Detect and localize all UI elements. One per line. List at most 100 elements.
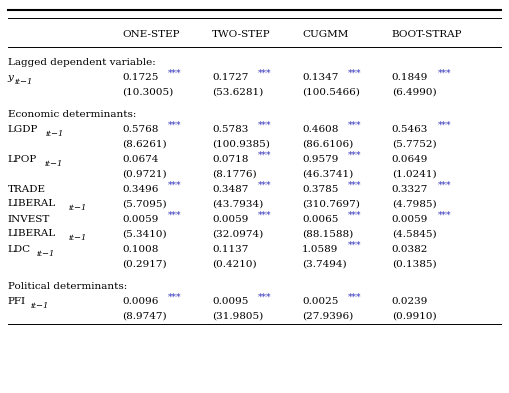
Text: it−1: it−1 bbox=[69, 235, 87, 242]
Text: y: y bbox=[8, 73, 13, 82]
Text: Lagged dependent variable:: Lagged dependent variable: bbox=[8, 58, 155, 67]
Text: 0.3785: 0.3785 bbox=[302, 185, 338, 194]
Text: ONE-STEP: ONE-STEP bbox=[122, 30, 180, 39]
Text: INVEST: INVEST bbox=[8, 215, 50, 224]
Text: (43.7934): (43.7934) bbox=[212, 199, 263, 208]
Text: 0.1008: 0.1008 bbox=[122, 245, 159, 254]
Text: 1.0589: 1.0589 bbox=[302, 245, 338, 254]
Text: ***: *** bbox=[348, 292, 361, 301]
Text: LIBERAL: LIBERAL bbox=[8, 230, 56, 239]
Text: (31.9805): (31.9805) bbox=[212, 311, 263, 320]
Text: ***: *** bbox=[438, 211, 451, 219]
Text: (3.7494): (3.7494) bbox=[302, 259, 347, 268]
Text: 0.0059: 0.0059 bbox=[122, 215, 159, 224]
Text: (100.5466): (100.5466) bbox=[302, 87, 360, 96]
Text: it−1: it−1 bbox=[31, 302, 49, 310]
Text: it−1: it−1 bbox=[69, 204, 87, 213]
Text: 0.3496: 0.3496 bbox=[122, 185, 159, 194]
Text: (100.9385): (100.9385) bbox=[212, 139, 270, 148]
Text: Economic determinants:: Economic determinants: bbox=[8, 110, 136, 119]
Text: (5.7752): (5.7752) bbox=[392, 139, 436, 148]
Text: 0.0382: 0.0382 bbox=[392, 245, 428, 254]
Text: LPOP: LPOP bbox=[8, 154, 37, 163]
Text: (4.7985): (4.7985) bbox=[392, 199, 436, 208]
Text: ***: *** bbox=[258, 68, 272, 77]
Text: ***: *** bbox=[348, 241, 361, 250]
Text: 0.1727: 0.1727 bbox=[212, 73, 248, 82]
Text: ***: *** bbox=[168, 68, 182, 77]
Text: (310.7697): (310.7697) bbox=[302, 199, 360, 208]
Text: (53.6281): (53.6281) bbox=[212, 87, 263, 96]
Text: ***: *** bbox=[168, 211, 182, 219]
Text: (8.9747): (8.9747) bbox=[122, 311, 167, 320]
Text: LDC: LDC bbox=[8, 245, 31, 254]
Text: 0.0065: 0.0065 bbox=[302, 215, 338, 224]
Text: ***: *** bbox=[348, 151, 361, 160]
Text: TWO-STEP: TWO-STEP bbox=[212, 30, 271, 39]
Text: 0.5463: 0.5463 bbox=[392, 125, 428, 134]
Text: CUGMM: CUGMM bbox=[302, 30, 348, 39]
Text: (46.3741): (46.3741) bbox=[302, 169, 353, 178]
Text: ***: *** bbox=[348, 120, 361, 129]
Text: 0.0674: 0.0674 bbox=[122, 154, 159, 163]
Text: it−1: it−1 bbox=[15, 78, 34, 86]
Text: 0.5768: 0.5768 bbox=[122, 125, 159, 134]
Text: 0.1725: 0.1725 bbox=[122, 73, 159, 82]
Text: LGDP: LGDP bbox=[8, 125, 38, 134]
Text: ***: *** bbox=[168, 180, 182, 189]
Text: (6.4990): (6.4990) bbox=[392, 87, 436, 96]
Text: (0.1385): (0.1385) bbox=[392, 259, 436, 268]
Text: 0.1347: 0.1347 bbox=[302, 73, 338, 82]
Text: ***: *** bbox=[168, 292, 182, 301]
Text: BOOT-STRAP: BOOT-STRAP bbox=[392, 30, 462, 39]
Text: ***: *** bbox=[438, 180, 451, 189]
Text: (0.2917): (0.2917) bbox=[122, 259, 167, 268]
Text: 0.0059: 0.0059 bbox=[212, 215, 248, 224]
Text: Political determinants:: Political determinants: bbox=[8, 282, 127, 291]
Text: (32.0974): (32.0974) bbox=[212, 230, 263, 239]
Text: 0.1137: 0.1137 bbox=[212, 245, 248, 254]
Text: 0.0025: 0.0025 bbox=[302, 297, 338, 306]
Text: 0.0718: 0.0718 bbox=[212, 154, 248, 163]
Text: (10.3005): (10.3005) bbox=[122, 87, 174, 96]
Text: (4.5845): (4.5845) bbox=[392, 230, 436, 239]
Text: (86.6106): (86.6106) bbox=[302, 139, 353, 148]
Text: ***: *** bbox=[438, 68, 451, 77]
Text: 0.0059: 0.0059 bbox=[392, 215, 428, 224]
Text: 0.0239: 0.0239 bbox=[392, 297, 428, 306]
Text: TRADE: TRADE bbox=[8, 185, 46, 194]
Text: LIBERAL: LIBERAL bbox=[8, 199, 56, 208]
Text: 0.3487: 0.3487 bbox=[212, 185, 248, 194]
Text: 0.0095: 0.0095 bbox=[212, 297, 248, 306]
Text: ***: *** bbox=[168, 120, 182, 129]
Text: (8.1776): (8.1776) bbox=[212, 169, 257, 178]
Text: 0.1849: 0.1849 bbox=[392, 73, 428, 82]
Text: ***: *** bbox=[258, 180, 272, 189]
Text: ***: *** bbox=[438, 120, 451, 129]
Text: (0.4210): (0.4210) bbox=[212, 259, 257, 268]
Text: 0.3327: 0.3327 bbox=[392, 185, 428, 194]
Text: ***: *** bbox=[258, 292, 272, 301]
Text: 0.5783: 0.5783 bbox=[212, 125, 248, 134]
Text: ***: *** bbox=[258, 120, 272, 129]
Text: 0.9579: 0.9579 bbox=[302, 154, 338, 163]
Text: ***: *** bbox=[348, 180, 361, 189]
Text: PFI: PFI bbox=[8, 297, 26, 306]
Text: it−1: it−1 bbox=[37, 250, 55, 258]
Text: it−1: it−1 bbox=[45, 160, 63, 168]
Text: 0.4608: 0.4608 bbox=[302, 125, 338, 134]
Text: ***: *** bbox=[348, 211, 361, 219]
Text: (8.6261): (8.6261) bbox=[122, 139, 167, 148]
Text: (5.7095): (5.7095) bbox=[122, 199, 167, 208]
Text: ***: *** bbox=[348, 68, 361, 77]
Text: it−1: it−1 bbox=[46, 130, 64, 138]
Text: (0.9721): (0.9721) bbox=[122, 169, 167, 178]
Text: (0.9910): (0.9910) bbox=[392, 311, 436, 320]
Text: (88.1588): (88.1588) bbox=[302, 230, 353, 239]
Text: (27.9396): (27.9396) bbox=[302, 311, 353, 320]
Text: (5.3410): (5.3410) bbox=[122, 230, 167, 239]
Text: ***: *** bbox=[258, 151, 272, 160]
Text: 0.0096: 0.0096 bbox=[122, 297, 159, 306]
Text: (1.0241): (1.0241) bbox=[392, 169, 436, 178]
Text: 0.0649: 0.0649 bbox=[392, 154, 428, 163]
